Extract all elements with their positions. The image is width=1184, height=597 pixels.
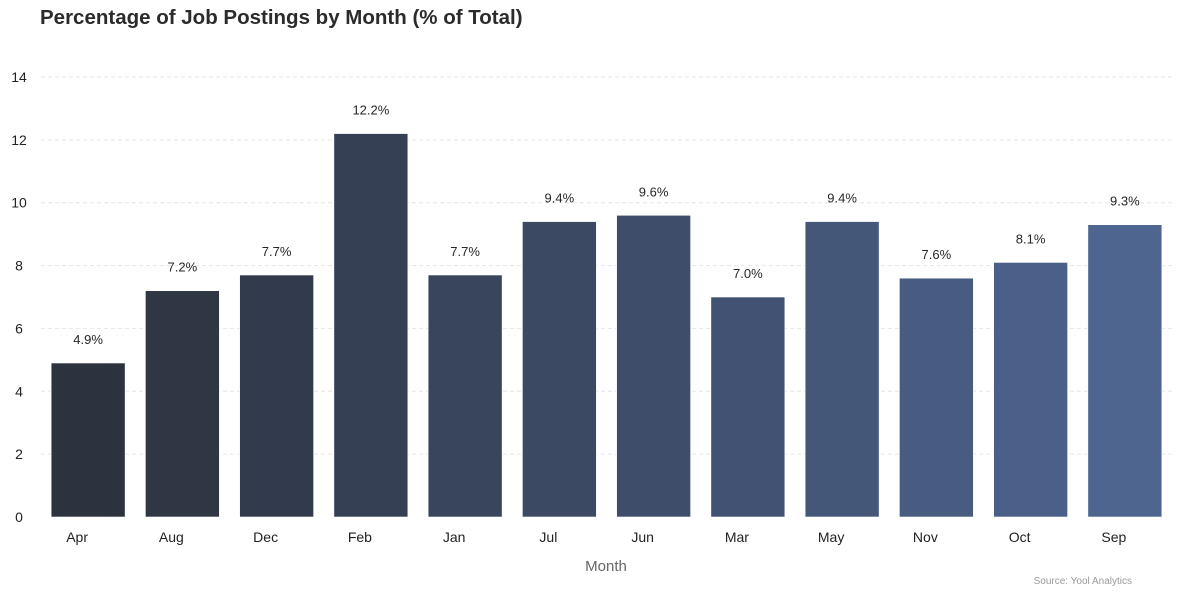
chart-title: Percentage of Job Postings by Month (% o… — [40, 6, 523, 29]
data-label-feb: 12.2% — [352, 103, 389, 118]
y-tick-label-10: 10 — [11, 195, 27, 211]
bar-jun — [616, 214, 691, 518]
bar-nov — [899, 277, 974, 518]
data-label-nov: 7.6% — [922, 247, 952, 262]
data-label-oct: 8.1% — [1016, 231, 1046, 246]
x-tick-label-may: May — [818, 529, 844, 545]
bar-sep — [1087, 224, 1163, 518]
data-label-apr: 4.9% — [73, 332, 103, 347]
x-tick-label-oct: Oct — [1009, 529, 1031, 545]
data-label-jan: 7.7% — [450, 244, 480, 259]
data-label-jul: 9.4% — [545, 191, 575, 206]
x-tick-label-jan: Jan — [443, 529, 466, 545]
source-note: Source: Yool Analytics — [1033, 576, 1132, 587]
bar-jan — [427, 274, 503, 518]
bar-feb — [333, 133, 409, 518]
x-axis-title: Month — [585, 558, 627, 575]
x-tick-label-nov: Nov — [913, 529, 938, 545]
bar-dec — [239, 274, 314, 518]
x-tick-label-jul: Jul — [539, 529, 557, 545]
data-label-dec: 7.7% — [262, 244, 292, 259]
data-label-may: 9.4% — [827, 191, 857, 206]
bar-may — [804, 221, 880, 518]
bar-aug — [145, 290, 220, 518]
data-label-jun: 9.6% — [639, 184, 669, 199]
y-tick-label-12: 12 — [11, 132, 27, 148]
x-tick-label-sep: Sep — [1101, 529, 1126, 545]
data-label-aug: 7.2% — [168, 260, 198, 275]
x-tick-label-mar: Mar — [725, 529, 749, 545]
y-tick-label-4: 4 — [15, 383, 23, 399]
y-axis-ticks: 0 2 4 6 8 10 12 14 — [11, 69, 27, 525]
x-axis-ticks: Apr Aug Dec Feb Jan Jul Jun Mar May Nov Oct Sep — [66, 529, 1126, 545]
bars — [50, 133, 1163, 518]
y-tick-label-14: 14 — [11, 69, 27, 85]
bar-apr — [50, 362, 126, 518]
x-tick-label-jun: Jun — [631, 529, 654, 545]
y-tick-label-6: 6 — [15, 320, 23, 336]
bar-mar — [710, 296, 786, 518]
y-tick-label-2: 2 — [15, 446, 23, 462]
x-tick-label-dec: Dec — [253, 529, 278, 545]
bar-jul — [522, 221, 597, 518]
x-tick-label-apr: Apr — [66, 529, 88, 545]
y-tick-label-8: 8 — [15, 258, 23, 274]
x-tick-label-feb: Feb — [348, 529, 372, 545]
bar-oct — [993, 262, 1068, 518]
x-tick-label-aug: Aug — [159, 529, 184, 545]
data-label-mar: 7.0% — [733, 266, 763, 281]
data-label-sep: 9.3% — [1110, 194, 1140, 209]
data-labels: 4.9% 7.2% 7.7% 12.2% 7.7% 9.4% 9.6% 7.0% 9.4% 7.6… — [73, 103, 1140, 347]
y-tick-label-0: 0 — [15, 509, 23, 525]
